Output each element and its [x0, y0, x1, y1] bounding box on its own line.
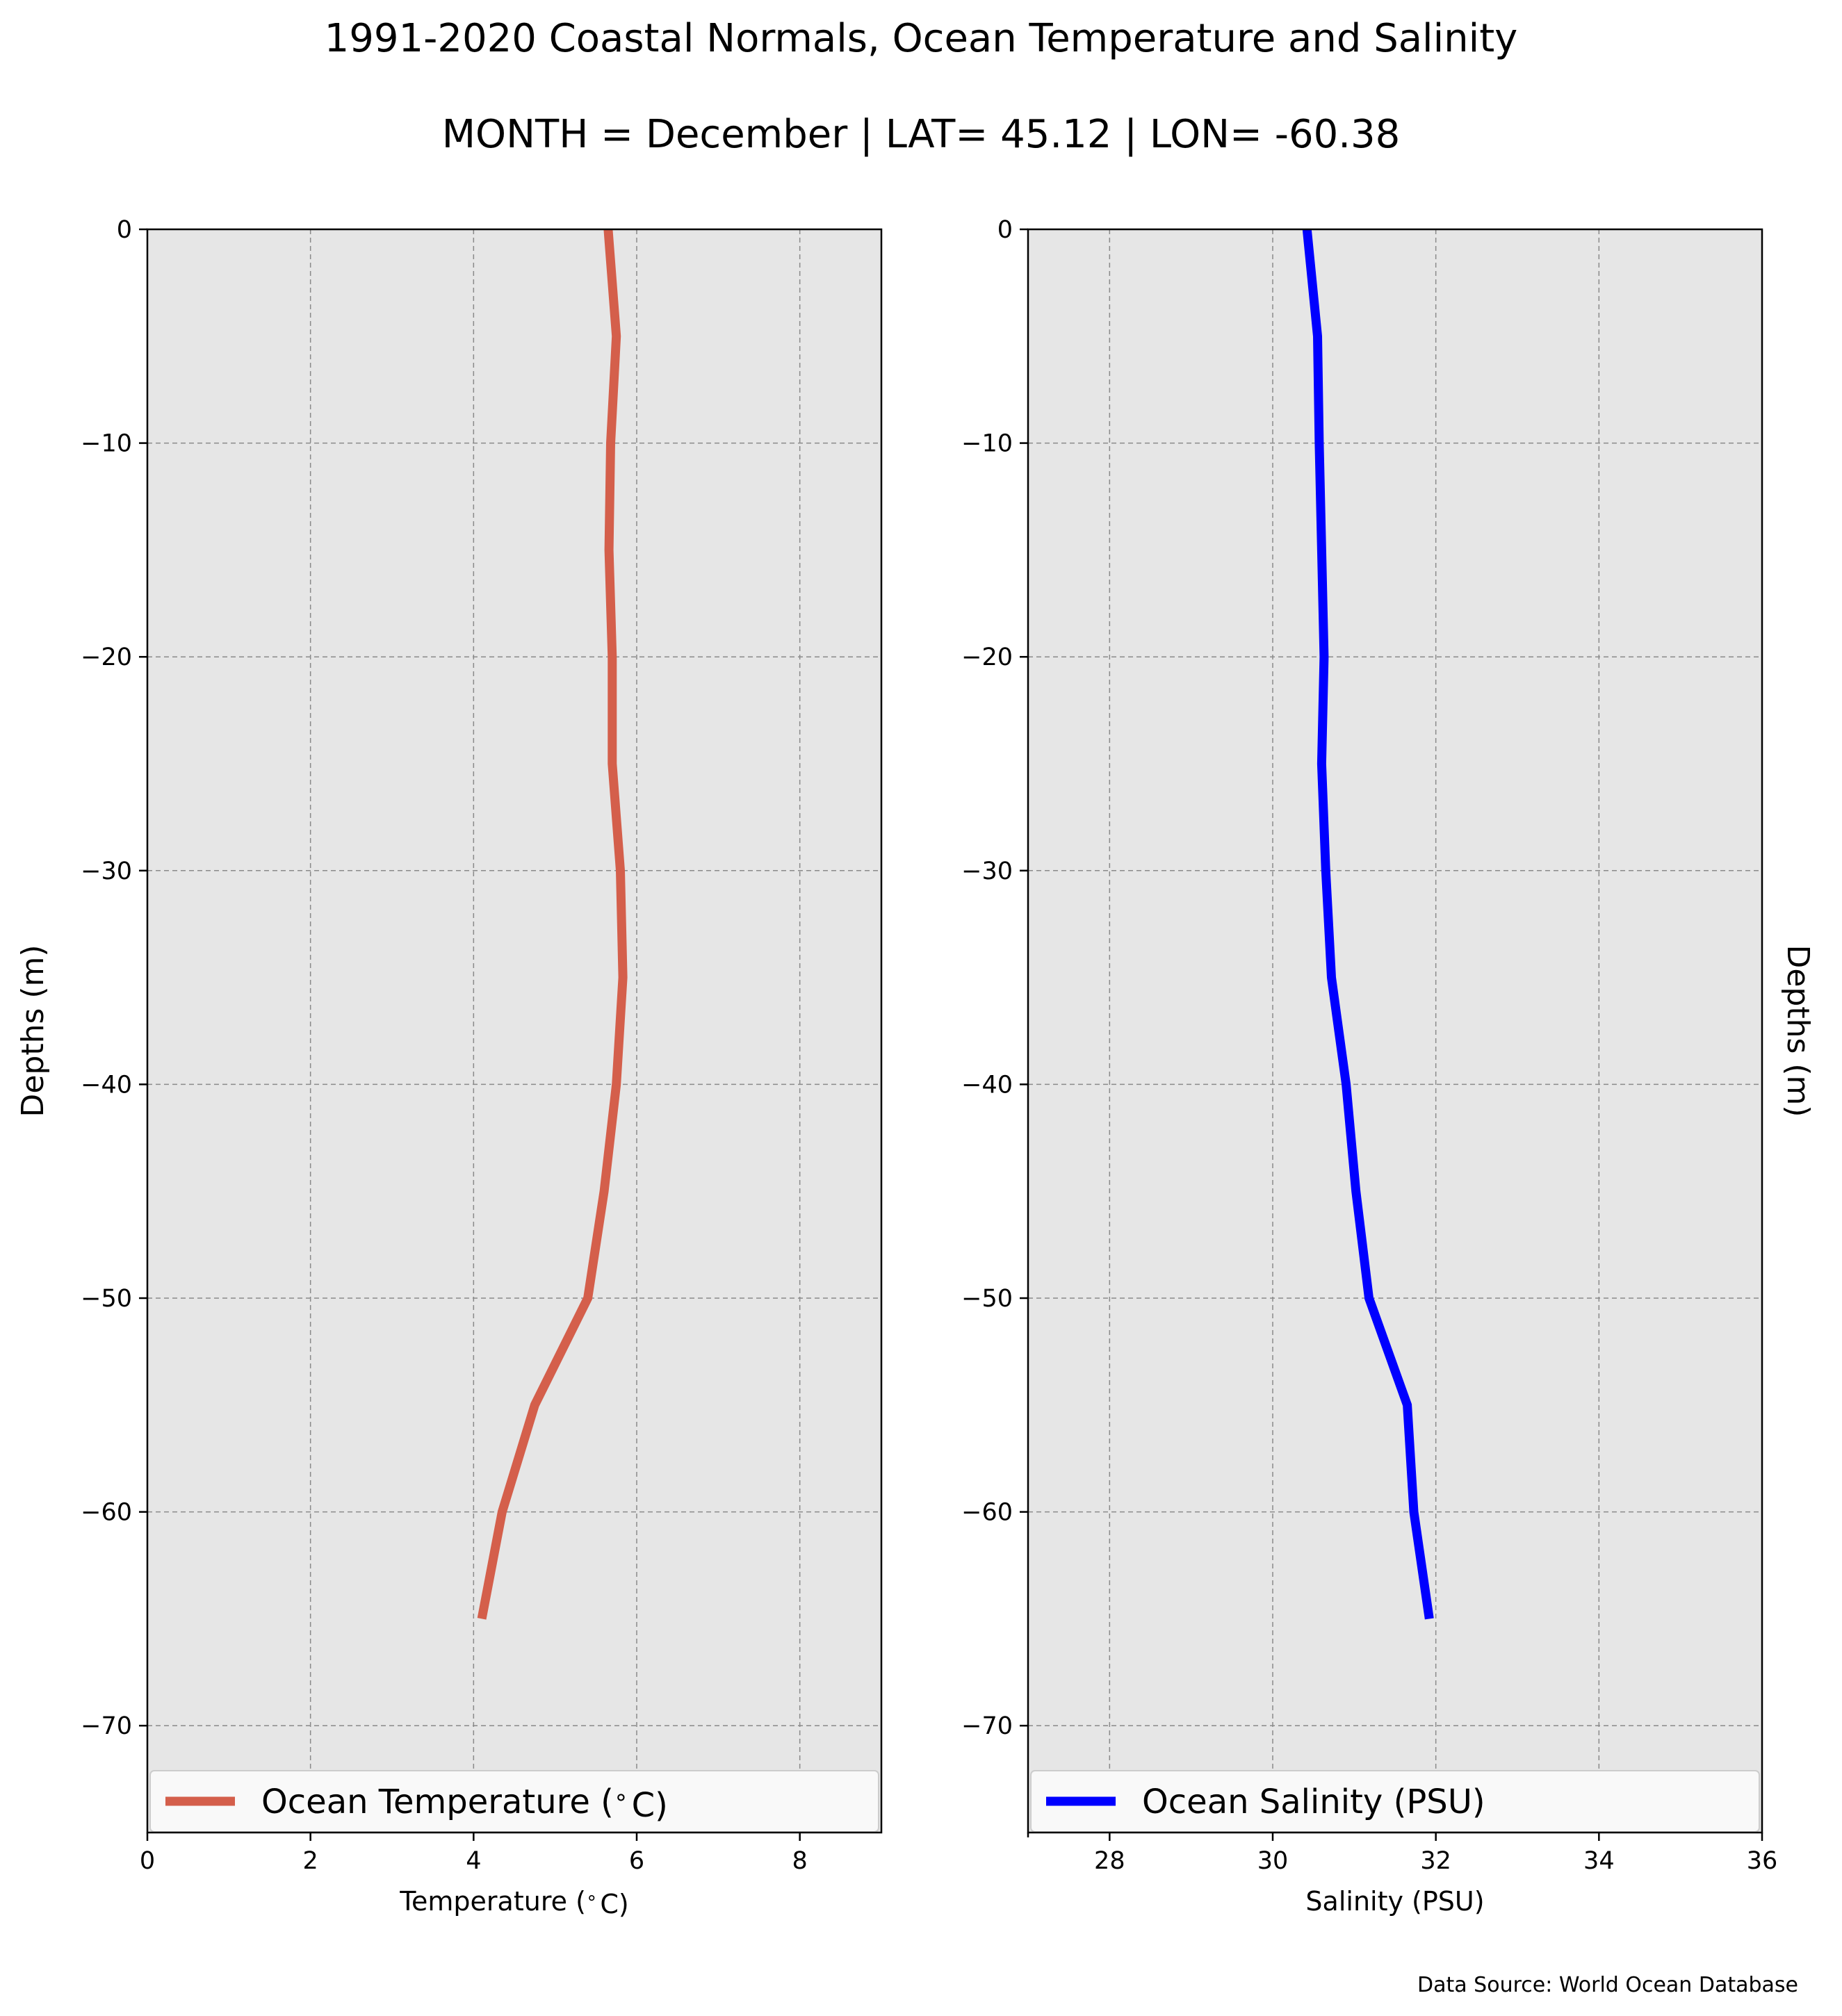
sal-y-tick-label: −30	[961, 858, 1013, 885]
temp-y-axis-label: Depths (m)	[15, 944, 51, 1117]
sal-x-tick-label: 30	[1257, 1847, 1289, 1875]
sal-y-axis-label: Depths (m)	[1780, 944, 1816, 1117]
sal-y-tick-label: −20	[961, 644, 1013, 671]
temp-y-tick-label: −10	[81, 430, 132, 458]
temp-series-line	[477, 229, 628, 1620]
temp-y-tick-label: −50	[81, 1285, 132, 1313]
temp-y-tick-label: −60	[81, 1499, 132, 1527]
sal-axes-frame	[1027, 228, 1763, 1834]
sal-x-tick-label: 32	[1420, 1847, 1451, 1875]
sal-x-tick-label: 28	[1094, 1847, 1125, 1875]
temp-x-tick-label: 6	[629, 1847, 644, 1875]
sal-y-tick-label: −60	[961, 1499, 1013, 1527]
sal-y-tick-label: −40	[961, 1071, 1013, 1099]
salinity-panel: Ocean Salinity (PSU) 28 30 32 34 36 0 −10 −20 −30…	[961, 216, 1816, 1917]
temp-legend-label: Ocean Temperature (∘ C)	[261, 1783, 668, 1825]
sal-x-tick-label: 36	[1747, 1847, 1778, 1875]
temp-axes-frame	[146, 228, 883, 1834]
temperature-panel: Ocean Temperature (∘ C) 0 2 4 6 8 0 −10 −20 −30 −4…	[15, 216, 883, 1919]
temp-x-tick-label: 4	[466, 1847, 481, 1875]
sal-plot-area	[1028, 229, 1762, 1833]
sal-y-tick-label: −70	[961, 1712, 1013, 1740]
temp-x-tick-label: 8	[792, 1847, 808, 1875]
temp-y-tick-label: −40	[81, 1071, 132, 1099]
temp-y-tick-label: −70	[81, 1712, 132, 1740]
temp-y-tick-label: −30	[81, 858, 132, 885]
sal-x-axis-label: Salinity (PSU)	[1305, 1886, 1484, 1917]
data-source-note: Data Source: World Ocean Database	[1417, 1973, 1798, 1997]
temp-plot-area	[147, 229, 881, 1833]
temp-y-tick-label: −20	[81, 644, 132, 671]
sal-y-tick-label: −50	[961, 1285, 1013, 1313]
temp-y-tick-label: 0	[117, 216, 132, 244]
sal-legend-label: Ocean Salinity (PSU)	[1142, 1783, 1485, 1821]
figure-subtitle: MONTH = December | LAT= 45.12 | LON= -60…	[442, 112, 1401, 157]
sal-y-tick-label: 0	[997, 216, 1013, 244]
temp-x-axis-label: Temperature (∘ C)	[399, 1886, 628, 1919]
temp-x-tick-label: 0	[140, 1847, 155, 1875]
sal-y-tick-label: −10	[961, 430, 1013, 458]
figure-title: 1991-2020 Coastal Normals, Ocean Tempera…	[325, 16, 1518, 61]
sal-x-tick-label: 34	[1583, 1847, 1615, 1875]
sal-series-line	[1302, 229, 1434, 1620]
temp-x-tick-label: 2	[303, 1847, 318, 1875]
